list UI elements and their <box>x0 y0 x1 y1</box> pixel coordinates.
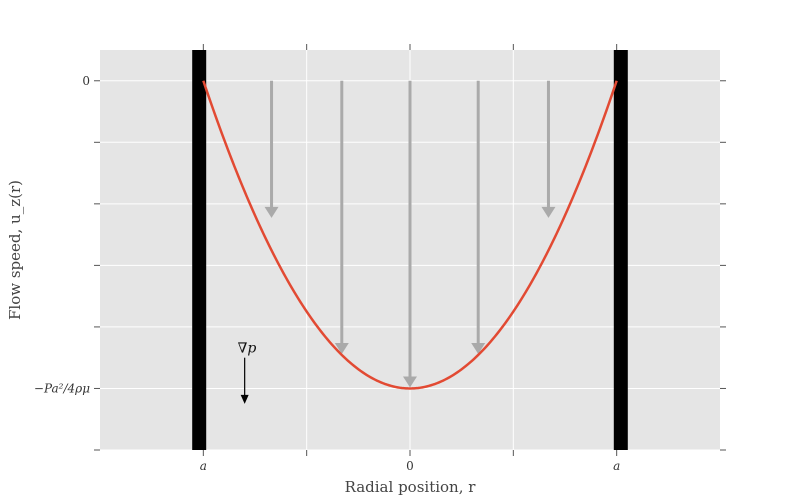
pipe-wall <box>613 50 628 450</box>
velocity-profile <box>202 80 618 390</box>
pressure-gradient-annotation: ∇p <box>238 341 257 404</box>
velocity-arrow <box>403 80 417 388</box>
velocity-profile-line <box>202 80 618 390</box>
x-tick-label: 0 <box>406 459 414 473</box>
velocity-arrow-head <box>264 206 279 218</box>
pipe-wall <box>192 50 207 450</box>
velocity-arrow-head <box>403 376 417 388</box>
velocity-arrows <box>264 80 556 388</box>
velocity-arrow-head <box>334 342 349 354</box>
pressure-gradient-arrow-head <box>240 394 249 404</box>
velocity-arrow <box>471 80 486 354</box>
y-axis-label: Flow speed, u_z(r) <box>6 180 24 320</box>
y-tick-label: 0 <box>82 74 90 88</box>
velocity-arrow-head <box>471 342 486 354</box>
pipe-walls <box>192 50 628 450</box>
y-tick-label: −Pa²/4ρμ <box>34 381 90 395</box>
velocity-arrow-head <box>541 206 556 218</box>
velocity-arrow <box>334 80 349 354</box>
axis-ticks: a 0 a 0 −Pa²/4ρμ <box>34 44 726 473</box>
x-tick-label: a <box>200 459 207 473</box>
x-tick-label: a <box>613 459 620 473</box>
pressure-gradient-label: ∇p <box>238 341 257 357</box>
velocity-arrow <box>541 80 556 218</box>
velocity-arrow <box>264 80 279 218</box>
x-axis-label: Radial position, r <box>345 478 477 496</box>
